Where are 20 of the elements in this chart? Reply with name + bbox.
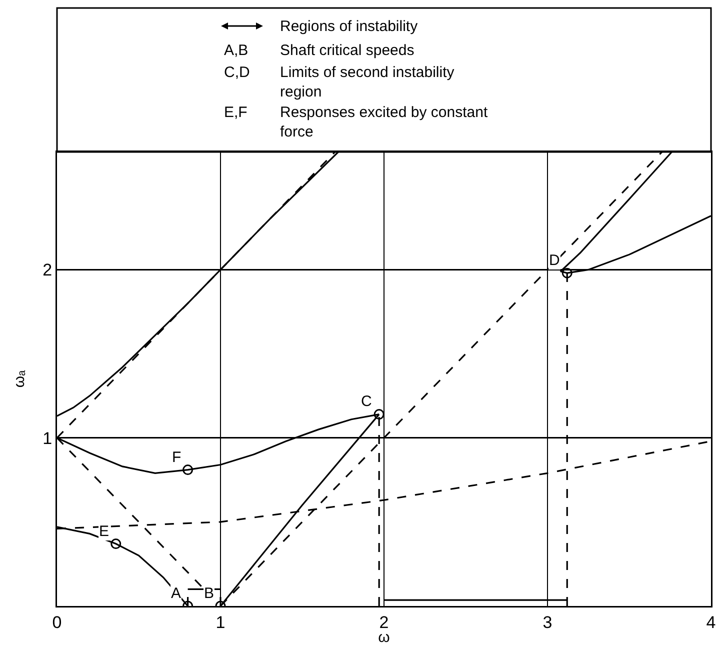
text: Shaft critical speeds [280,42,414,59]
text: Limits of second instability region [280,64,455,100]
text: Regions of instability [280,18,418,35]
x-axis-title: ω [378,629,390,646]
annotation: A [171,585,182,602]
y-axis-title: ωₐ [11,370,28,388]
x-tick-label: 4 [706,612,716,632]
text: A,B [224,42,248,59]
annotation: E [99,523,110,540]
x-tick-label: 0 [52,612,62,632]
text: C,D [224,64,250,81]
annotation: B [204,585,214,602]
x-tick-label: 3 [542,612,552,632]
x-tick-label: 1 [216,612,226,632]
annotation: F [172,449,182,466]
text: E,F [224,104,248,121]
x-tick-label: 2 [379,612,389,632]
text: Responses excited by constant force [280,104,488,140]
annotation: D [549,252,560,269]
annotation: C [361,393,372,410]
